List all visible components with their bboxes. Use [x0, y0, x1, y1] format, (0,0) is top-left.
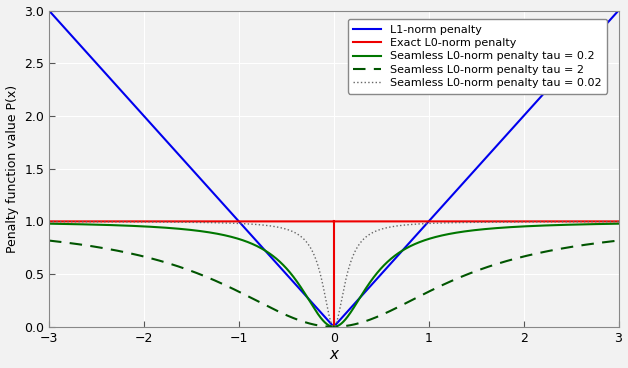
Seamless L0-norm penalty tau = 0.02 — [615, 219, 622, 224]
Seamless L0-norm penalty tau = 0.2 — [390, 255, 398, 259]
Seamless L0-norm penalty tau = 0.02 — [330, 325, 337, 329]
Exact L0-norm penalty — [185, 219, 192, 224]
Seamless L0-norm penalty tau = 0.2 — [411, 242, 418, 246]
Exact L0-norm penalty — [62, 219, 70, 224]
Exact L0-norm penalty — [45, 219, 53, 224]
L1-norm penalty — [578, 49, 585, 54]
Seamless L0-norm penalty tau = 0.2 — [615, 222, 622, 226]
Seamless L0-norm penalty tau = 0.2 — [45, 222, 53, 226]
L1-norm penalty — [390, 258, 398, 263]
Seamless L0-norm penalty tau = 2 — [315, 323, 322, 328]
Seamless L0-norm penalty tau = 2 — [187, 269, 195, 273]
L1-norm penalty — [615, 8, 622, 13]
X-axis label: x: x — [329, 347, 338, 362]
Seamless L0-norm penalty tau = 2 — [578, 243, 585, 248]
L1-norm penalty — [411, 235, 418, 239]
L1-norm penalty — [187, 166, 195, 170]
Seamless L0-norm penalty tau = 2 — [615, 238, 622, 243]
Seamless L0-norm penalty tau = 0.2 — [187, 228, 195, 232]
Seamless L0-norm penalty tau = 0.2 — [315, 312, 322, 317]
Seamless L0-norm penalty tau = 0.02 — [411, 222, 418, 226]
L1-norm penalty — [45, 8, 53, 13]
Line: Seamless L0-norm penalty tau = 0.2: Seamless L0-norm penalty tau = 0.2 — [49, 224, 619, 327]
Seamless L0-norm penalty tau = 0.02 — [45, 219, 53, 224]
Seamless L0-norm penalty tau = 0.02 — [390, 224, 398, 229]
Seamless L0-norm penalty tau = 0.2 — [330, 325, 337, 329]
Seamless L0-norm penalty tau = 0.02 — [453, 220, 460, 225]
Exact L0-norm penalty — [101, 219, 109, 224]
Exact L0-norm penalty — [57, 219, 65, 224]
Exact L0-norm penalty — [315, 219, 322, 224]
Seamless L0-norm penalty tau = 2 — [453, 276, 460, 281]
Seamless L0-norm penalty tau = 0.2 — [578, 222, 585, 227]
Line: Seamless L0-norm penalty tau = 0.02: Seamless L0-norm penalty tau = 0.02 — [49, 222, 619, 327]
Legend: L1-norm penalty, Exact L0-norm penalty, Seamless L0-norm penalty tau = 0.2, Seam: L1-norm penalty, Exact L0-norm penalty, … — [348, 19, 607, 94]
L1-norm penalty — [315, 308, 322, 312]
Seamless L0-norm penalty tau = 2 — [330, 325, 337, 329]
Seamless L0-norm penalty tau = 0.02 — [315, 265, 322, 269]
Line: L1-norm penalty: L1-norm penalty — [49, 11, 619, 327]
Exact L0-norm penalty — [330, 219, 337, 224]
Line: Seamless L0-norm penalty tau = 2: Seamless L0-norm penalty tau = 2 — [49, 241, 619, 327]
Seamless L0-norm penalty tau = 2 — [411, 297, 418, 301]
Seamless L0-norm penalty tau = 0.02 — [578, 219, 585, 224]
L1-norm penalty — [453, 188, 460, 192]
Seamless L0-norm penalty tau = 2 — [390, 307, 398, 312]
L1-norm penalty — [330, 325, 337, 329]
Y-axis label: Penalty function value P(x): Penalty function value P(x) — [6, 85, 19, 253]
Seamless L0-norm penalty tau = 2 — [45, 238, 53, 243]
Seamless L0-norm penalty tau = 0.2 — [453, 230, 460, 235]
Exact L0-norm penalty — [46, 219, 54, 224]
Seamless L0-norm penalty tau = 0.02 — [187, 220, 195, 224]
